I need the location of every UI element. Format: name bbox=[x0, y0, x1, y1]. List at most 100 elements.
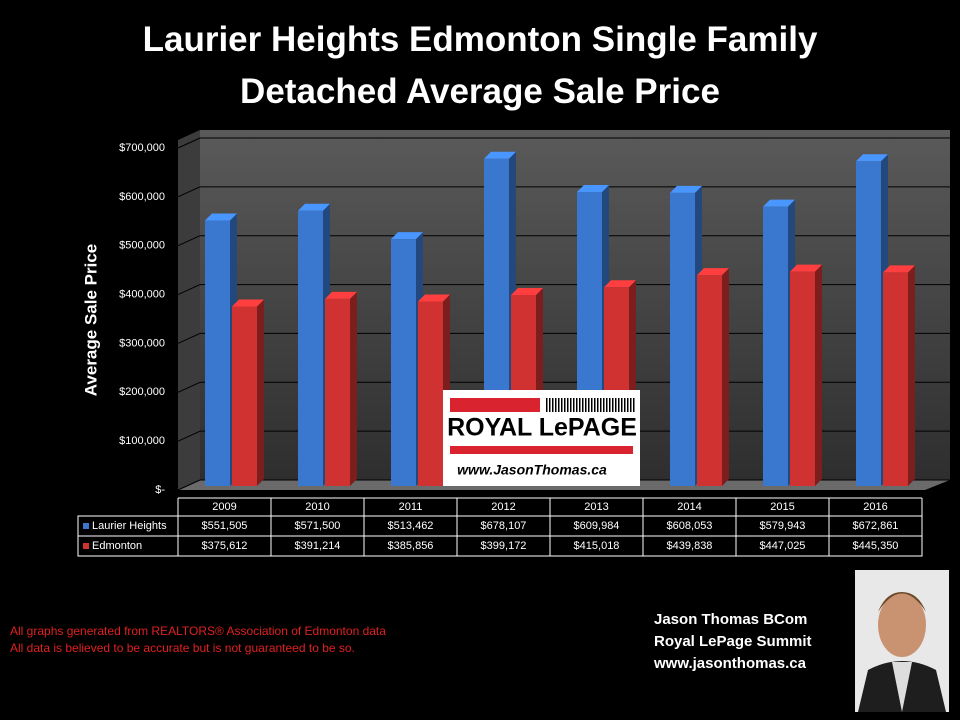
logo-stripe bbox=[561, 398, 563, 412]
table-cell: $609,984 bbox=[574, 520, 620, 532]
logo-stripe bbox=[612, 398, 614, 412]
logo-stripe bbox=[627, 398, 629, 412]
y-tick-label: $600,000 bbox=[119, 191, 165, 203]
table-cell: $551,505 bbox=[202, 520, 248, 532]
logo-stripe bbox=[552, 398, 554, 412]
table-cell: $678,107 bbox=[481, 520, 527, 532]
bar-top bbox=[298, 203, 330, 211]
bar-top bbox=[697, 268, 729, 276]
grid-line-side bbox=[177, 332, 201, 344]
grid-line-side bbox=[177, 235, 201, 247]
logo-stripe bbox=[588, 398, 590, 412]
y-tick-label: $500,000 bbox=[119, 240, 165, 252]
logo-stripe bbox=[618, 398, 620, 412]
logo-url: www.JasonThomas.ca bbox=[457, 462, 607, 478]
logo-stripe bbox=[603, 398, 605, 412]
x-tick-label: 2009 bbox=[212, 501, 236, 513]
logo-stripe bbox=[558, 398, 560, 412]
side-wall bbox=[178, 130, 200, 490]
bar-top bbox=[883, 265, 915, 273]
table-cell: $445,350 bbox=[853, 540, 899, 552]
bar-top bbox=[511, 287, 543, 295]
logo-stripe bbox=[600, 398, 602, 412]
grid-line-side bbox=[177, 479, 201, 491]
logo-stripe bbox=[564, 398, 566, 412]
logo-stripe bbox=[633, 398, 635, 412]
logo-stripe bbox=[555, 398, 557, 412]
table-cell: $571,500 bbox=[295, 520, 341, 532]
logo-stripe bbox=[585, 398, 587, 412]
y-tick-label: $- bbox=[155, 484, 165, 496]
legend-swatch bbox=[83, 523, 89, 529]
bar bbox=[298, 210, 323, 486]
legend-label: Edmonton bbox=[92, 540, 142, 552]
y-tick-label: $400,000 bbox=[119, 288, 165, 300]
legend-label: Laurier Heights bbox=[92, 520, 167, 532]
logo-stripe bbox=[576, 398, 578, 412]
logo-stripe bbox=[546, 398, 548, 412]
photo-face bbox=[878, 593, 926, 657]
grid-line-side bbox=[177, 381, 201, 393]
bar-side bbox=[350, 291, 357, 486]
logo-stripe bbox=[594, 398, 596, 412]
y-axis-title: Average Sale Price bbox=[81, 244, 100, 396]
bar-top bbox=[670, 185, 702, 193]
photo bbox=[855, 570, 949, 712]
logo-red-bar bbox=[450, 446, 633, 454]
bar-top bbox=[856, 154, 888, 162]
table-cell: $608,053 bbox=[667, 520, 713, 532]
y-tick-label: $300,000 bbox=[119, 337, 165, 349]
photo-hair bbox=[878, 592, 926, 612]
y-tick-label: $700,000 bbox=[119, 142, 165, 154]
x-tick-label: 2010 bbox=[305, 501, 329, 513]
table-cell: $439,838 bbox=[667, 540, 713, 552]
logo-stripe bbox=[630, 398, 632, 412]
bar-top bbox=[325, 291, 357, 299]
bar bbox=[856, 161, 881, 486]
logo-stripe bbox=[597, 398, 599, 412]
bar bbox=[697, 275, 722, 486]
legend-swatch bbox=[83, 543, 89, 549]
x-tick-label: 2011 bbox=[399, 501, 423, 513]
grid-line-side bbox=[177, 137, 201, 149]
table-cell: $391,214 bbox=[295, 540, 341, 552]
bar bbox=[325, 298, 350, 486]
signature-line: Royal LePage Summit bbox=[654, 633, 812, 650]
bar-top bbox=[763, 199, 795, 207]
table-cell: $513,462 bbox=[388, 520, 434, 532]
bar bbox=[391, 239, 416, 486]
bar-top bbox=[205, 213, 237, 221]
table-cell: $415,018 bbox=[574, 540, 620, 552]
logo-stripe bbox=[621, 398, 623, 412]
logo-stripe bbox=[615, 398, 617, 412]
grid-line-side bbox=[177, 186, 201, 198]
logo-stripe bbox=[567, 398, 569, 412]
table-cell: $579,943 bbox=[760, 520, 806, 532]
logo-stripe bbox=[609, 398, 611, 412]
signature-line: www.jasonthomas.ca bbox=[653, 655, 807, 672]
table-cell: $672,861 bbox=[853, 520, 899, 532]
grid-line-side bbox=[177, 430, 201, 442]
photo-shirt bbox=[892, 662, 912, 712]
logo-stripe bbox=[582, 398, 584, 412]
bar bbox=[418, 301, 443, 486]
logo-brand: ROYAL LePAGE bbox=[447, 414, 637, 442]
grid-line-side bbox=[177, 284, 201, 296]
bar-side bbox=[908, 265, 915, 486]
bar-top bbox=[418, 294, 450, 302]
bar bbox=[232, 306, 257, 486]
note: All data is believed to be accurate but … bbox=[10, 641, 355, 655]
logo-stripe bbox=[579, 398, 581, 412]
bar bbox=[670, 192, 695, 487]
logo-red-bar bbox=[450, 398, 540, 412]
bar bbox=[883, 272, 908, 486]
bar-top bbox=[391, 232, 423, 240]
chart-title: Laurier Heights Edmonton Single Family D… bbox=[142, 20, 818, 111]
bar-top bbox=[232, 299, 264, 307]
table-cell: $399,172 bbox=[481, 540, 527, 552]
y-tick-label: $200,000 bbox=[119, 386, 165, 398]
x-tick-label: 2012 bbox=[491, 501, 515, 513]
x-tick-label: 2013 bbox=[584, 501, 608, 513]
